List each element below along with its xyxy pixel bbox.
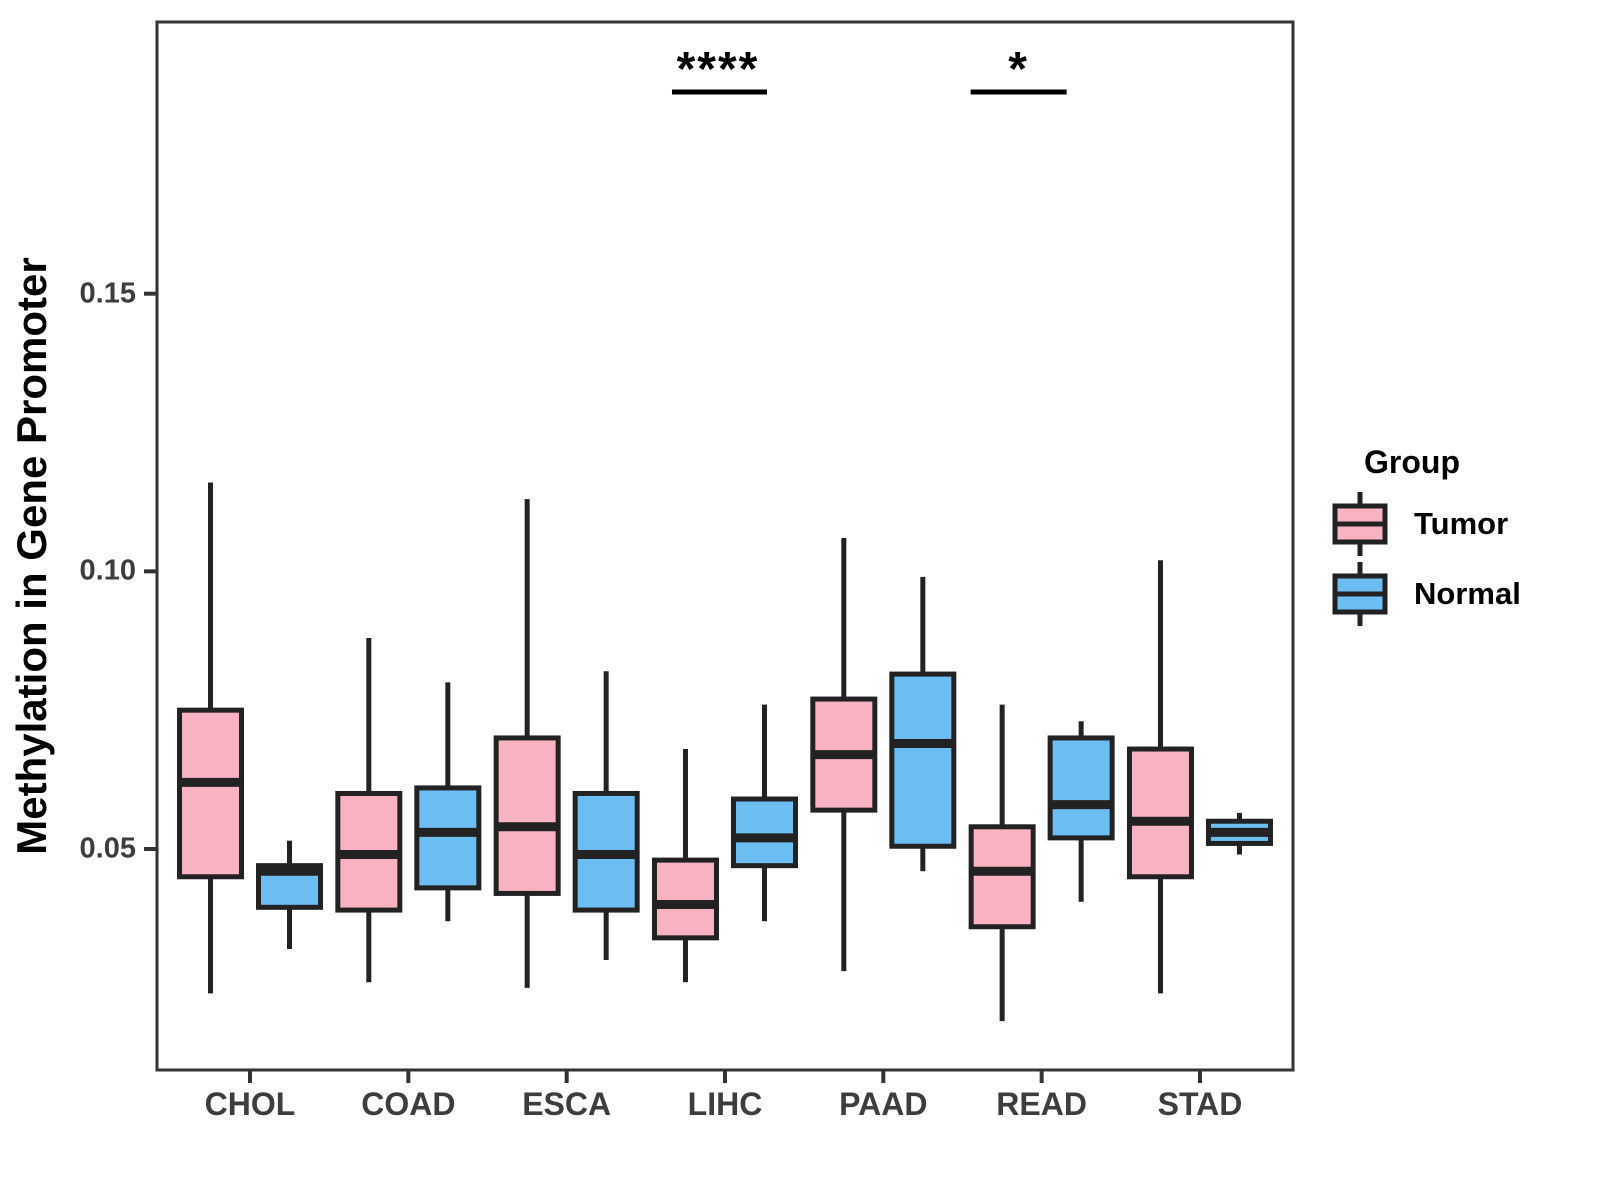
- legend-title: Group: [1364, 444, 1460, 480]
- box-rect: [493, 735, 561, 896]
- legend-item-tumor: Tumor: [1330, 491, 1590, 557]
- box-rect: [651, 857, 719, 941]
- x-tick-label: PAAD: [839, 1086, 928, 1122]
- significance-stars: ****: [676, 43, 760, 96]
- y-tick-label: 0.15: [79, 277, 136, 310]
- panel-border: [155, 20, 1295, 1072]
- legend: Group Tumor Normal: [1330, 444, 1590, 627]
- tumor-boxplot-glyph-icon: [1332, 492, 1388, 556]
- significance-stars: *: [1008, 43, 1029, 96]
- legend-item-normal: Normal: [1330, 561, 1590, 627]
- y-tick-label: 0.10: [79, 554, 136, 587]
- x-tick-label: COAD: [361, 1086, 456, 1122]
- box-rect: [1126, 746, 1194, 880]
- box-rect: [730, 796, 798, 869]
- box-rect: [968, 824, 1036, 930]
- box-rect: [889, 671, 957, 849]
- x-tick-label: CHOL: [204, 1086, 296, 1122]
- x-tick-label: STAD: [1157, 1086, 1243, 1122]
- y-tick-label: 0.05: [79, 832, 136, 865]
- legend-item-label: Tumor: [1414, 506, 1509, 541]
- x-tick-label: ESCA: [522, 1086, 612, 1122]
- box-rect: [1047, 735, 1115, 841]
- box-rect: [177, 707, 244, 880]
- legend-item-label: Normal: [1414, 576, 1521, 611]
- box-rect: [414, 785, 482, 891]
- x-tick-label: LIHC: [687, 1086, 763, 1122]
- x-tick-label: READ: [996, 1086, 1087, 1122]
- normal-boxplot-glyph-icon: [1332, 562, 1388, 626]
